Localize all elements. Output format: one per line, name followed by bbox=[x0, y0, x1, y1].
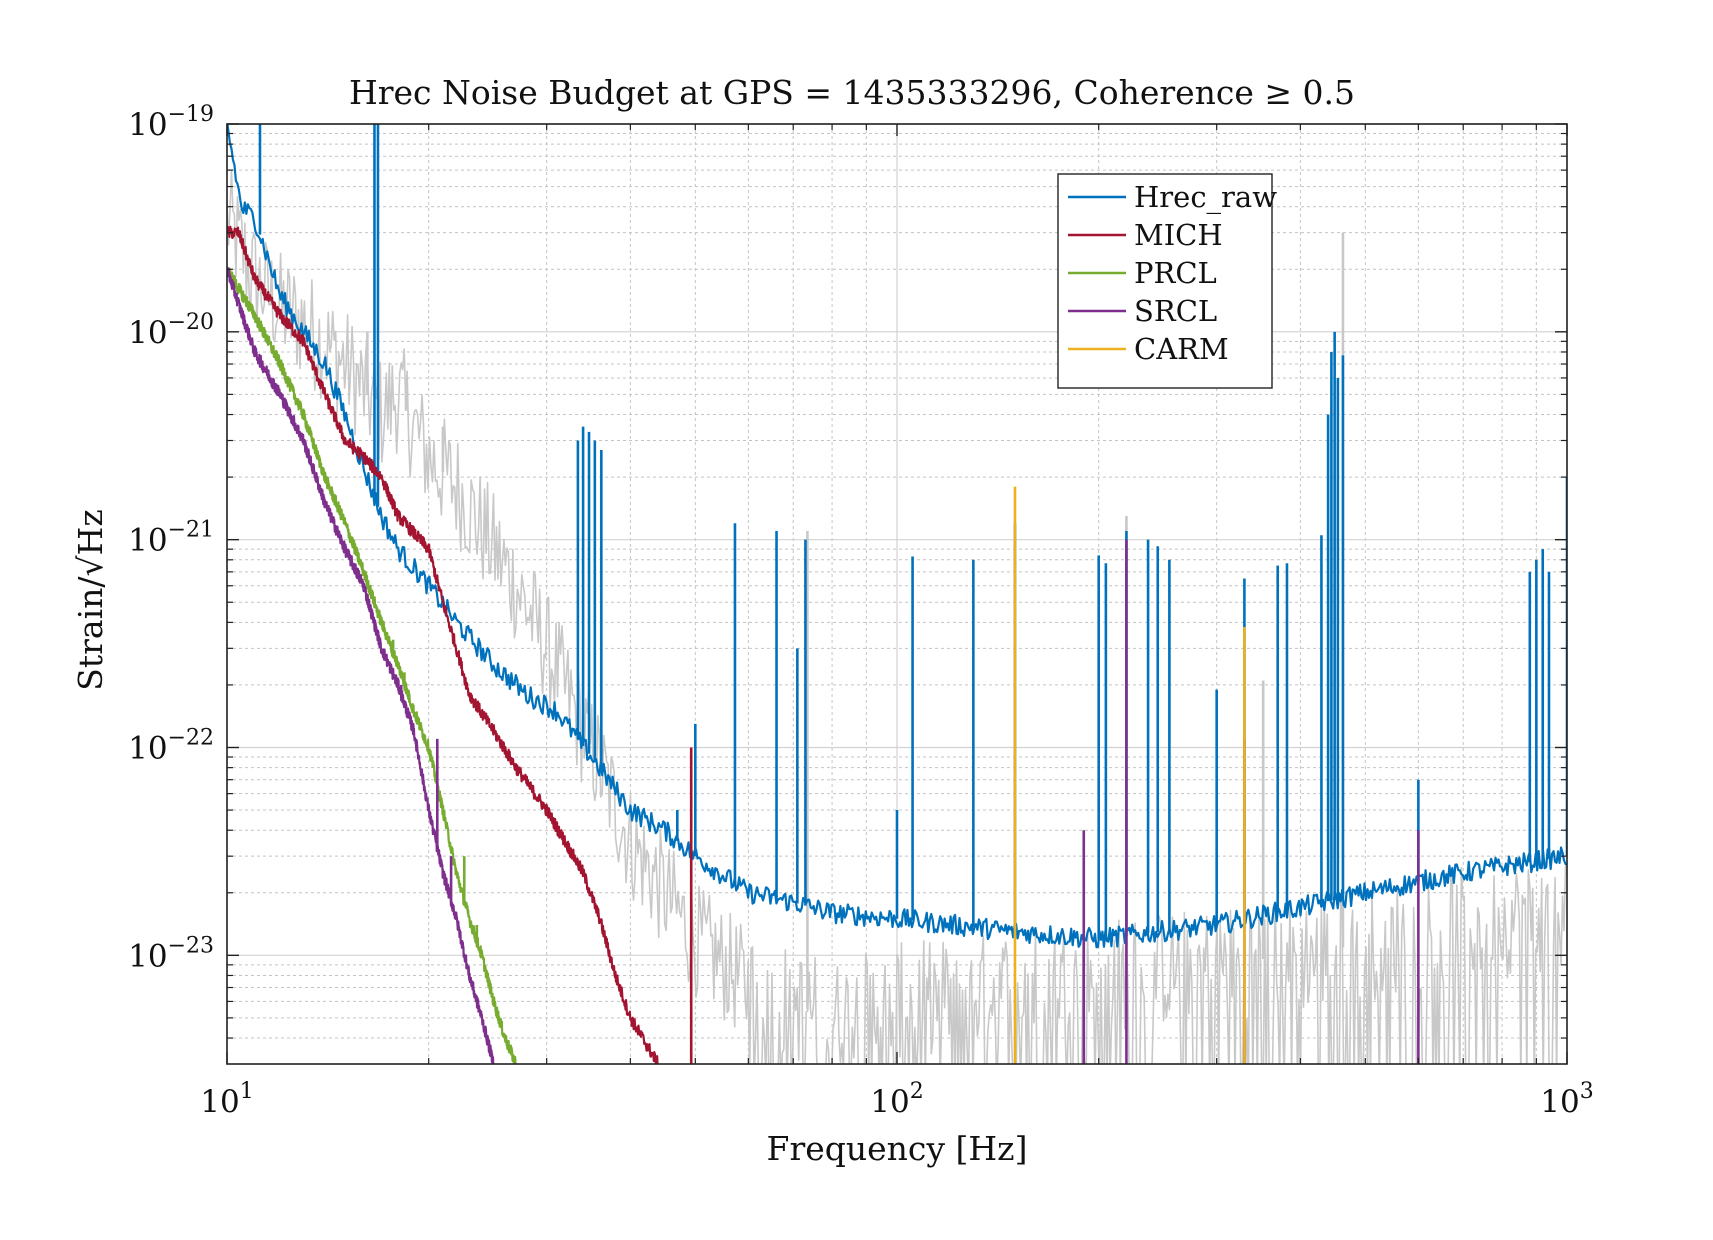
legend-entry-srcl: SRCL bbox=[1068, 294, 1217, 328]
series-layer bbox=[227, 124, 1567, 1064]
chart-title: Hrec Noise Budget at GPS = 1435333296, C… bbox=[349, 73, 1355, 112]
series-line bbox=[227, 267, 517, 1064]
x-axis-label: Frequency [Hz] bbox=[767, 1129, 1028, 1168]
y-tick-label: 10−19 bbox=[128, 102, 214, 143]
plot-area bbox=[226, 123, 1568, 1065]
series-line bbox=[227, 124, 1567, 949]
series-mich bbox=[227, 225, 693, 1064]
series-line bbox=[227, 169, 1567, 1064]
y-axis-label: Strain/√Hz bbox=[71, 509, 110, 690]
x-tick-label: 102 bbox=[870, 1079, 923, 1120]
series-prcl bbox=[227, 267, 517, 1064]
x-tick-label: 101 bbox=[200, 1079, 253, 1120]
x-tick-label: 103 bbox=[1540, 1079, 1593, 1120]
legend-label: PRCL bbox=[1134, 256, 1217, 290]
legend-entry-prcl: PRCL bbox=[1068, 256, 1217, 290]
legend-entry-hrec-raw: Hrec_raw bbox=[1068, 180, 1277, 215]
plot-frame bbox=[226, 123, 1568, 1065]
y-tick-label: 10−21 bbox=[128, 518, 214, 559]
series-line bbox=[227, 266, 495, 1064]
legend-label: SRCL bbox=[1134, 294, 1217, 328]
legend-label: CARM bbox=[1134, 332, 1229, 366]
legend-entry-carm: CARM bbox=[1068, 332, 1229, 366]
y-tick-labels: 10−23 10−22 10−21 10−20 10−19 bbox=[128, 102, 214, 974]
legend-box bbox=[1057, 173, 1273, 389]
y-tick-label: 10−22 bbox=[128, 725, 214, 766]
legend-label: MICH bbox=[1134, 218, 1223, 252]
series-carm bbox=[1013, 486, 1246, 1064]
y-tick-label: 10−20 bbox=[128, 310, 214, 351]
x-tick-labels: 101 102 103 bbox=[200, 1079, 1593, 1120]
series-line bbox=[227, 225, 659, 1064]
legend-entry-mich: MICH bbox=[1068, 218, 1223, 252]
y-tick-label: 10−23 bbox=[128, 933, 214, 974]
legend-label: Hrec_raw bbox=[1134, 180, 1277, 215]
